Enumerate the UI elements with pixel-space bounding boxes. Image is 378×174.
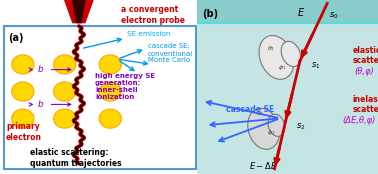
- Text: $s_2$: $s_2$: [296, 122, 306, 132]
- FancyBboxPatch shape: [197, 0, 378, 174]
- Circle shape: [12, 55, 34, 74]
- Text: $\theta_2$: $\theta_2$: [256, 109, 264, 118]
- Circle shape: [99, 55, 121, 74]
- Text: SE emission: SE emission: [127, 31, 171, 37]
- Text: a convergent
electron probe: a convergent electron probe: [121, 5, 185, 25]
- Ellipse shape: [259, 35, 294, 79]
- Polygon shape: [73, 0, 85, 23]
- Circle shape: [12, 82, 34, 101]
- Text: primary
electron: primary electron: [6, 122, 42, 142]
- Text: elastic scattering:
quantum trajectories: elastic scattering: quantum trajectories: [30, 148, 122, 168]
- Text: (ΔE,θ,φ): (ΔE,θ,φ): [343, 116, 376, 125]
- Text: elastic
scattering: elastic scattering: [353, 46, 378, 65]
- Circle shape: [54, 109, 76, 128]
- Text: (θ,φ): (θ,φ): [355, 67, 374, 76]
- Circle shape: [99, 82, 121, 101]
- Text: $E-\Delta E$: $E-\Delta E$: [249, 160, 278, 171]
- Text: cascade SE:
conventional
Monte Carlo: cascade SE: conventional Monte Carlo: [148, 44, 193, 64]
- Text: high energy SE
generation:
inner-shell
ionization: high energy SE generation: inner-shell i…: [95, 73, 155, 100]
- Text: $s_1$: $s_1$: [311, 61, 321, 71]
- Text: b: b: [37, 65, 43, 74]
- Circle shape: [12, 109, 34, 128]
- Text: $\mathit{E}$: $\mathit{E}$: [297, 6, 305, 18]
- Text: inelastic
scattering: inelastic scattering: [353, 95, 378, 114]
- Text: cascade SE: cascade SE: [226, 105, 274, 114]
- Text: $\phi_1$: $\phi_1$: [277, 63, 286, 72]
- Text: (a): (a): [8, 33, 23, 43]
- Text: $\theta_1$: $\theta_1$: [267, 44, 275, 53]
- FancyBboxPatch shape: [4, 26, 196, 169]
- FancyBboxPatch shape: [197, 0, 378, 23]
- Polygon shape: [65, 0, 93, 23]
- Ellipse shape: [281, 41, 301, 67]
- Text: $\phi_2$: $\phi_2$: [267, 128, 275, 137]
- Circle shape: [99, 109, 121, 128]
- Text: b: b: [37, 100, 43, 109]
- Ellipse shape: [248, 108, 280, 149]
- Text: $s_0$: $s_0$: [329, 10, 339, 21]
- Circle shape: [54, 82, 76, 101]
- Text: (b): (b): [202, 9, 218, 19]
- Ellipse shape: [268, 114, 285, 136]
- Circle shape: [54, 55, 76, 74]
